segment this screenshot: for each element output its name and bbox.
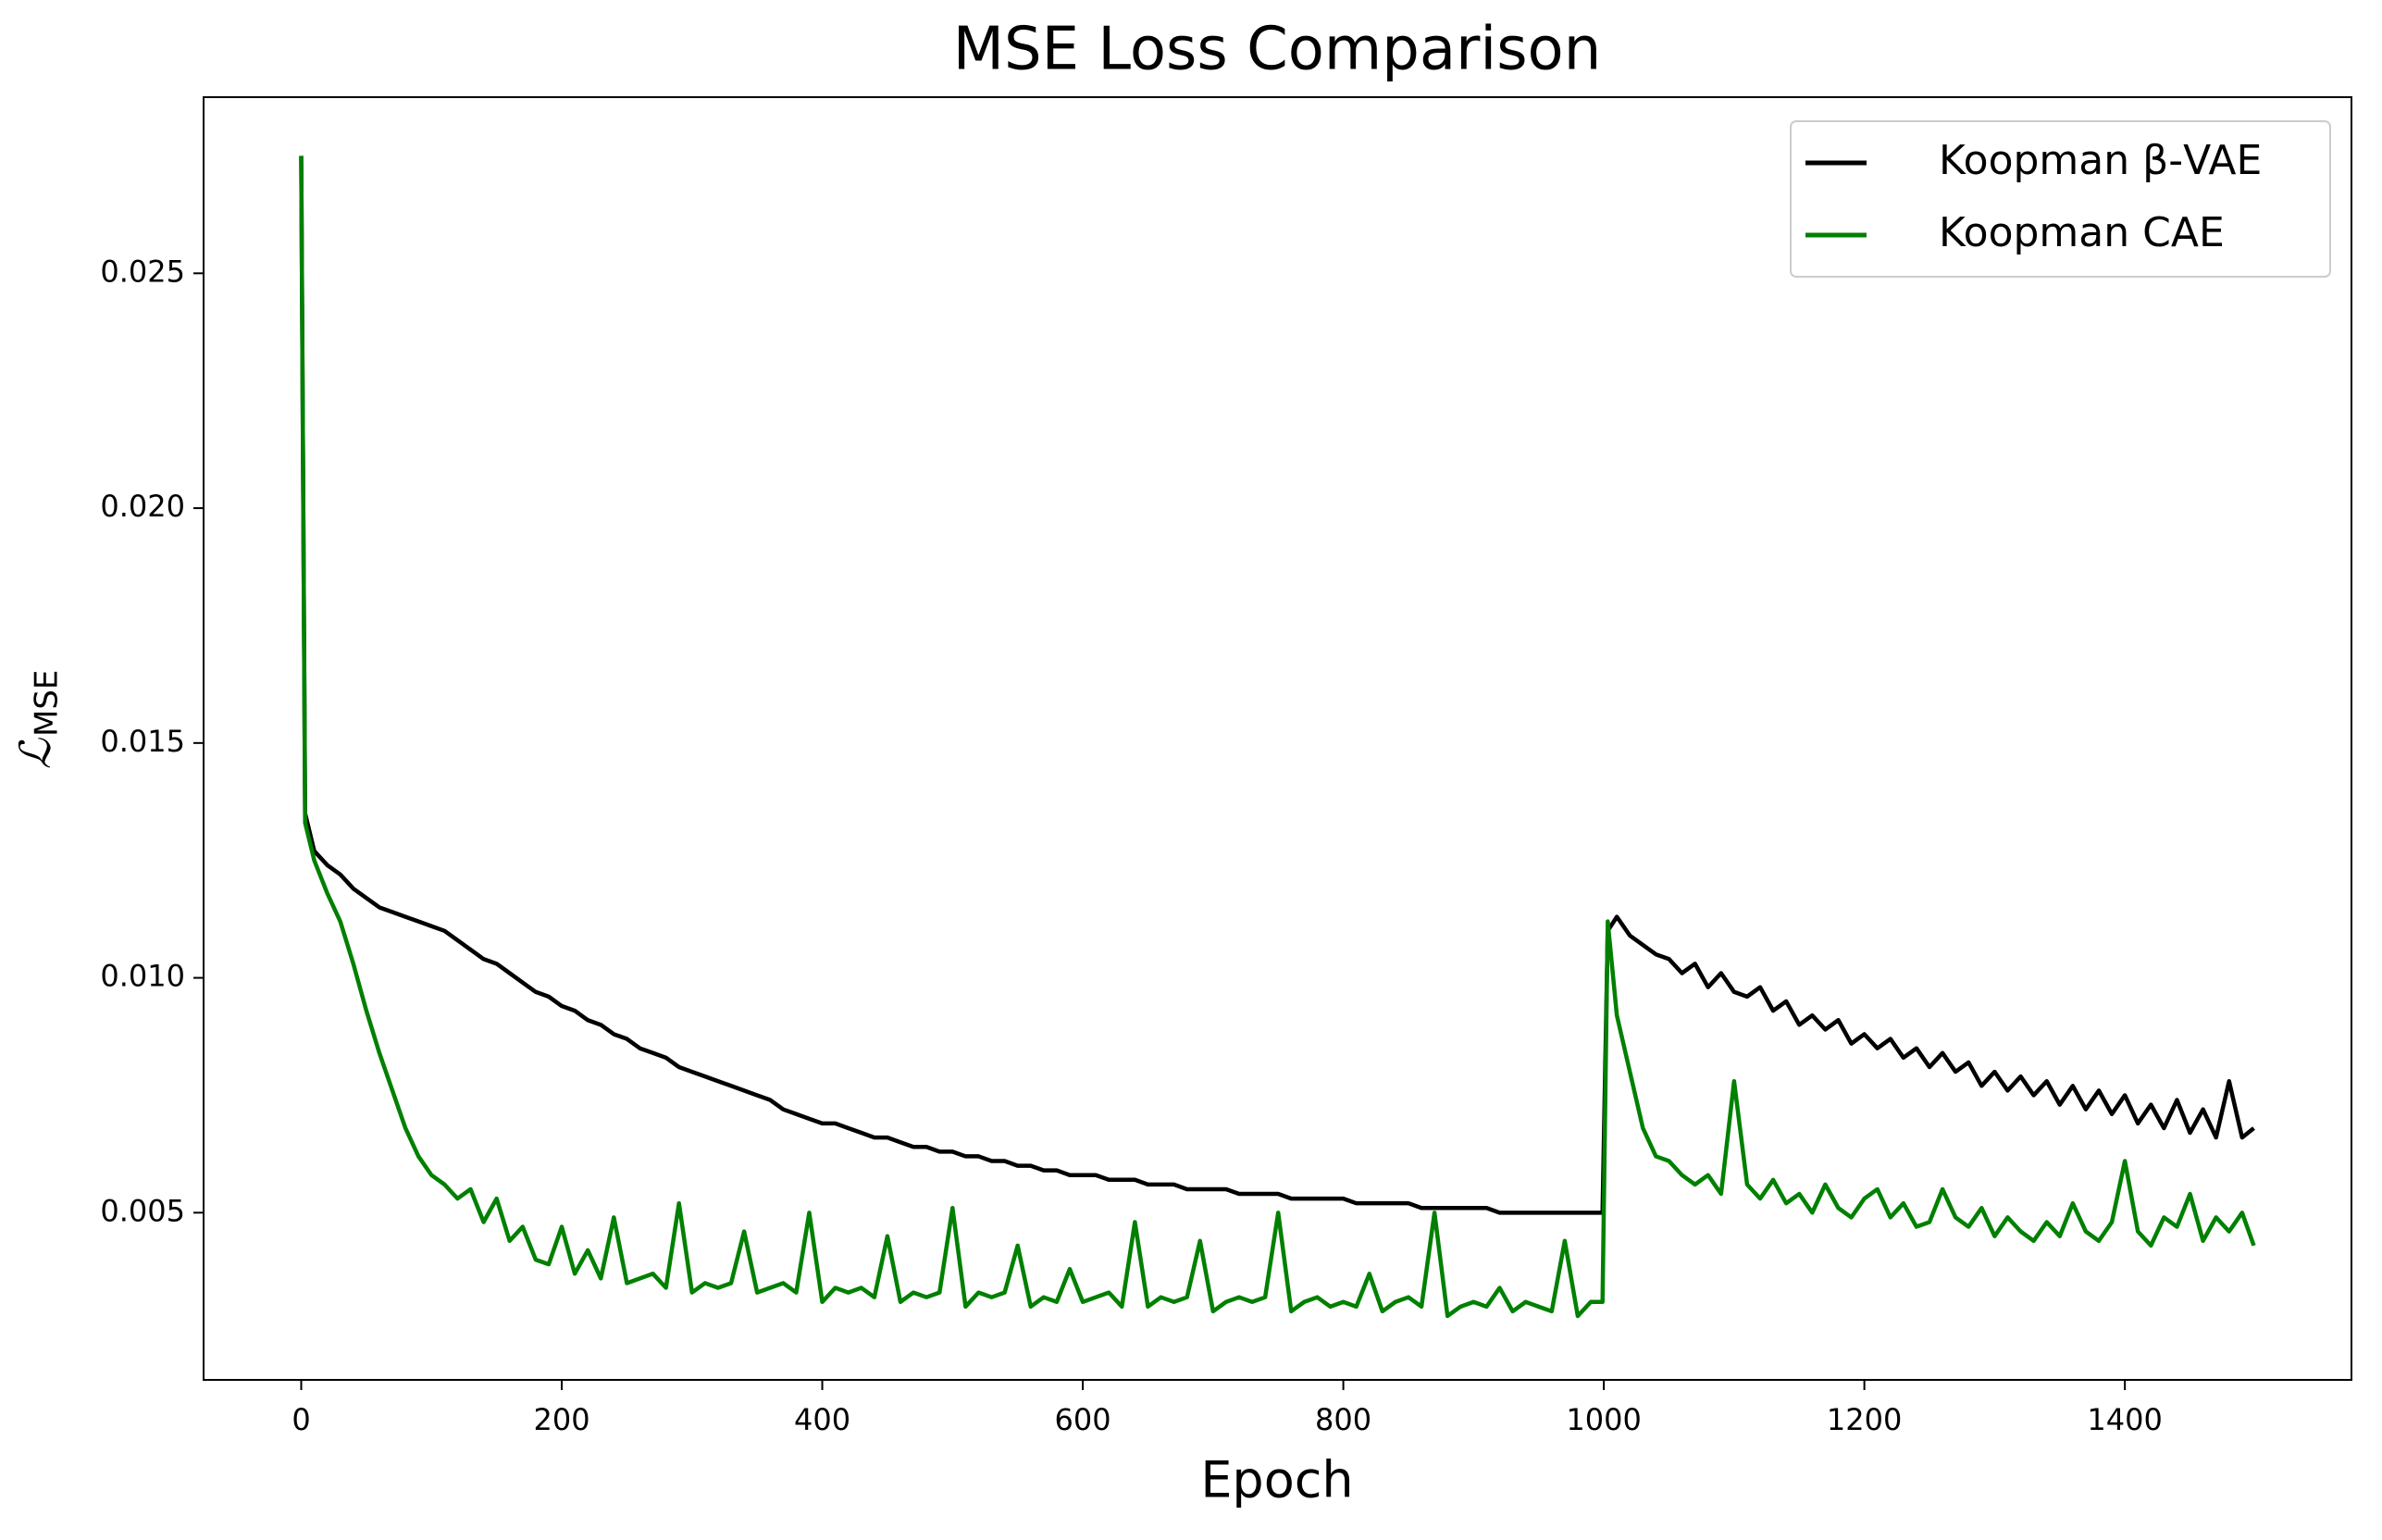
y-tick-label: 0.020	[100, 489, 185, 524]
x-tick-label: 1200	[1827, 1402, 1902, 1437]
y-tick-label: 0.015	[100, 724, 185, 759]
y-axis-label-subscript: MSE	[29, 670, 66, 737]
y-tick-label: 0.025	[100, 254, 185, 289]
x-tick-label: 800	[1315, 1402, 1371, 1437]
x-tick-label: 1400	[2087, 1402, 2162, 1437]
plot-frame	[203, 96, 2352, 1381]
x-axis-label: Epoch	[1200, 1451, 1353, 1509]
x-tick-label: 1000	[1566, 1402, 1641, 1437]
x-tick-label: 0	[292, 1402, 310, 1437]
legend: Koopman β-VAE Koopman CAE	[1790, 120, 2331, 278]
y-tick-label: 0.005	[100, 1193, 185, 1228]
x-tick-label: 600	[1055, 1402, 1111, 1437]
legend-label: Koopman β-VAE	[1939, 137, 2262, 184]
series-line	[299, 155, 2256, 1319]
x-tick-label: 400	[794, 1402, 850, 1437]
y-axis-label: ℒ MSE	[10, 670, 66, 770]
chart-title: MSE Loss Comparison	[953, 16, 1602, 84]
legend-label: Koopman CAE	[1939, 209, 2225, 256]
series-line	[299, 155, 2255, 1215]
y-tick-label: 0.010	[100, 959, 185, 994]
y-axis-label-symbol: ℒ	[10, 738, 60, 769]
x-tick-label: 200	[533, 1402, 589, 1437]
legend-frame	[1790, 120, 2331, 278]
